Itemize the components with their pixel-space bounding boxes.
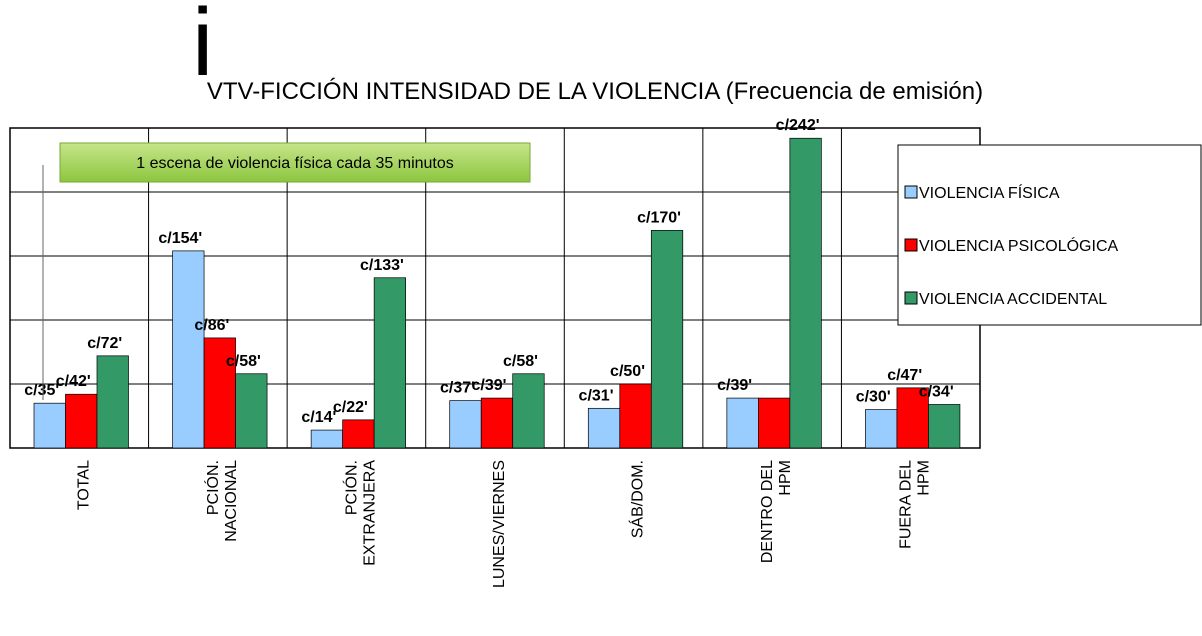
bar xyxy=(726,397,759,449)
legend: VIOLENCIA FÍSICA VIOLENCIA PSICOLÓGICA VIO… xyxy=(897,144,1202,326)
bar xyxy=(96,355,129,449)
value-label: c/50' xyxy=(610,363,645,380)
bar xyxy=(928,404,961,449)
bar xyxy=(758,397,791,449)
legend-label: VIOLENCIA ACCIDENTAL xyxy=(919,291,1107,308)
value-label: c/30' xyxy=(856,389,891,406)
bar xyxy=(480,397,514,449)
bar xyxy=(896,387,929,449)
value-label: c/42' xyxy=(56,373,91,390)
value-label: c/39' xyxy=(471,377,506,394)
x-tick-label: FUERA DELHPM xyxy=(898,460,933,549)
x-tick-label: PCIÓN.NACIONAL xyxy=(203,460,240,542)
bar xyxy=(203,337,236,449)
value-label: c/47' xyxy=(887,367,922,384)
legend-swatch xyxy=(904,291,918,305)
legend-label: VIOLENCIA FÍSICA xyxy=(919,183,1060,202)
value-label: c/37' xyxy=(440,380,475,397)
value-label: c/86' xyxy=(194,317,229,334)
value-label: c/31' xyxy=(579,387,614,404)
annotation-box xyxy=(59,142,531,183)
value-label: c/133' xyxy=(360,257,404,274)
bar xyxy=(449,400,482,449)
x-tick-label: TOTAL xyxy=(75,460,92,510)
x-tick-label: LUNES/VIERNES xyxy=(491,460,508,588)
bar xyxy=(172,250,205,449)
value-label: c/14' xyxy=(301,409,336,426)
bar xyxy=(235,373,268,449)
legend-label: VIOLENCIA PSICOLÓGICA xyxy=(919,236,1119,255)
legend-box xyxy=(897,144,1202,326)
value-label: c/72' xyxy=(87,335,122,352)
bar xyxy=(512,373,545,449)
value-label: c/39' xyxy=(717,377,752,394)
bar xyxy=(65,393,98,449)
x-tick-label: DENTRO DELHPM xyxy=(759,460,794,563)
x-tick-label: SÁB/DOM. xyxy=(628,460,647,538)
x-tick-label: PCIÓN.EXTRANJERA xyxy=(341,460,378,566)
value-label: c/34' xyxy=(919,383,954,400)
value-label: c/58' xyxy=(226,353,261,370)
value-label: c/154' xyxy=(158,230,202,247)
bar xyxy=(650,230,684,449)
annotation: 1 escena de violencia física cada 35 min… xyxy=(136,155,454,172)
bar xyxy=(342,419,375,449)
value-label: c/58' xyxy=(503,353,538,370)
bar xyxy=(587,407,621,449)
bar xyxy=(33,402,66,449)
legend-swatch xyxy=(904,238,918,252)
legend-swatch xyxy=(904,185,918,199)
value-label: c/22' xyxy=(333,399,368,416)
bar xyxy=(373,277,406,449)
bar xyxy=(789,137,822,449)
value-label: c/35' xyxy=(24,382,59,399)
bar xyxy=(310,429,343,449)
bar xyxy=(865,409,898,449)
value-label: c/242' xyxy=(776,117,820,134)
value-label: c/170' xyxy=(637,209,681,226)
bar xyxy=(619,383,652,449)
chart-title: VTV-FICCIÓN INTENSIDAD DE LA VIOLENCIA (… xyxy=(206,78,984,105)
title-prefix: i xyxy=(192,0,214,96)
